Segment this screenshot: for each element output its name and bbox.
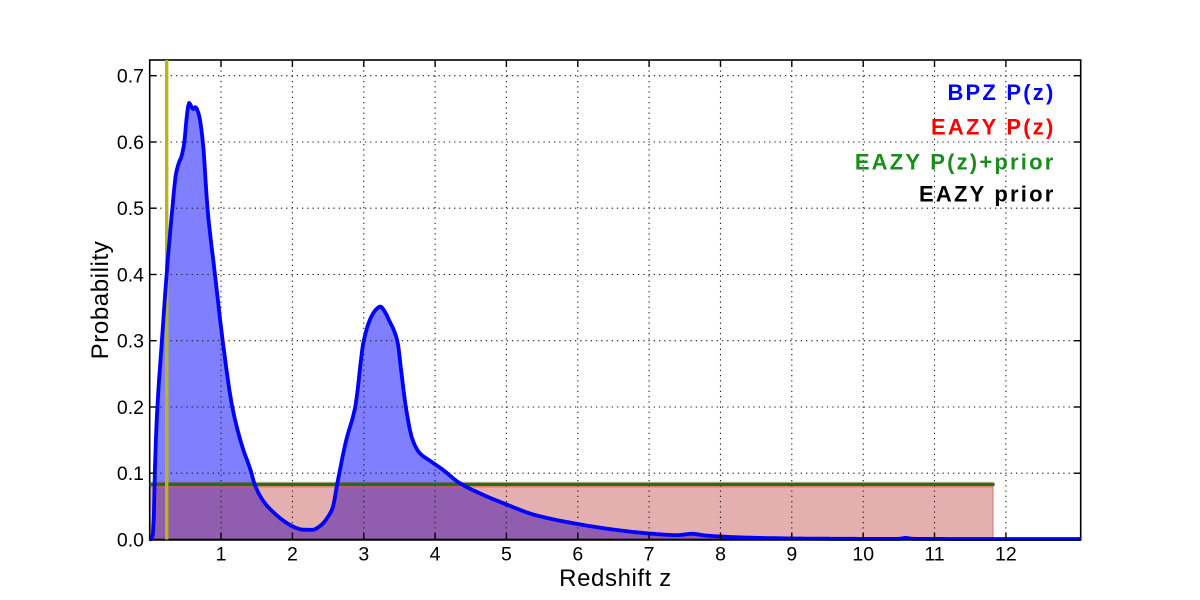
svg-text:1: 1	[216, 544, 227, 566]
svg-text:Redshift z: Redshift z	[559, 565, 672, 592]
svg-text:BPZ P(z): BPZ P(z)	[947, 80, 1055, 105]
svg-text:11: 11	[924, 544, 944, 566]
svg-text:Probability: Probability	[87, 241, 114, 360]
svg-text:6: 6	[572, 544, 583, 566]
svg-text:0.4: 0.4	[117, 265, 144, 287]
svg-text:EAZY prior: EAZY prior	[919, 181, 1056, 206]
svg-text:0.0: 0.0	[117, 530, 144, 552]
svg-text:0.1: 0.1	[117, 463, 144, 485]
svg-text:EAZY P(z): EAZY P(z)	[931, 115, 1056, 140]
svg-text:0.5: 0.5	[117, 198, 144, 220]
svg-text:EAZY P(z)+prior: EAZY P(z)+prior	[855, 149, 1056, 174]
svg-text:9: 9	[786, 544, 797, 566]
svg-text:2: 2	[287, 544, 298, 566]
svg-text:12: 12	[995, 544, 1017, 566]
svg-text:0.6: 0.6	[117, 132, 144, 154]
svg-text:0.7: 0.7	[117, 66, 144, 88]
svg-text:0.3: 0.3	[117, 331, 144, 353]
svg-text:0.2: 0.2	[117, 397, 144, 419]
svg-text:4: 4	[430, 544, 441, 566]
svg-text:8: 8	[715, 544, 726, 566]
svg-text:5: 5	[501, 544, 512, 566]
svg-text:3: 3	[358, 544, 369, 566]
svg-text:10: 10	[852, 544, 874, 566]
svg-text:7: 7	[644, 544, 655, 566]
